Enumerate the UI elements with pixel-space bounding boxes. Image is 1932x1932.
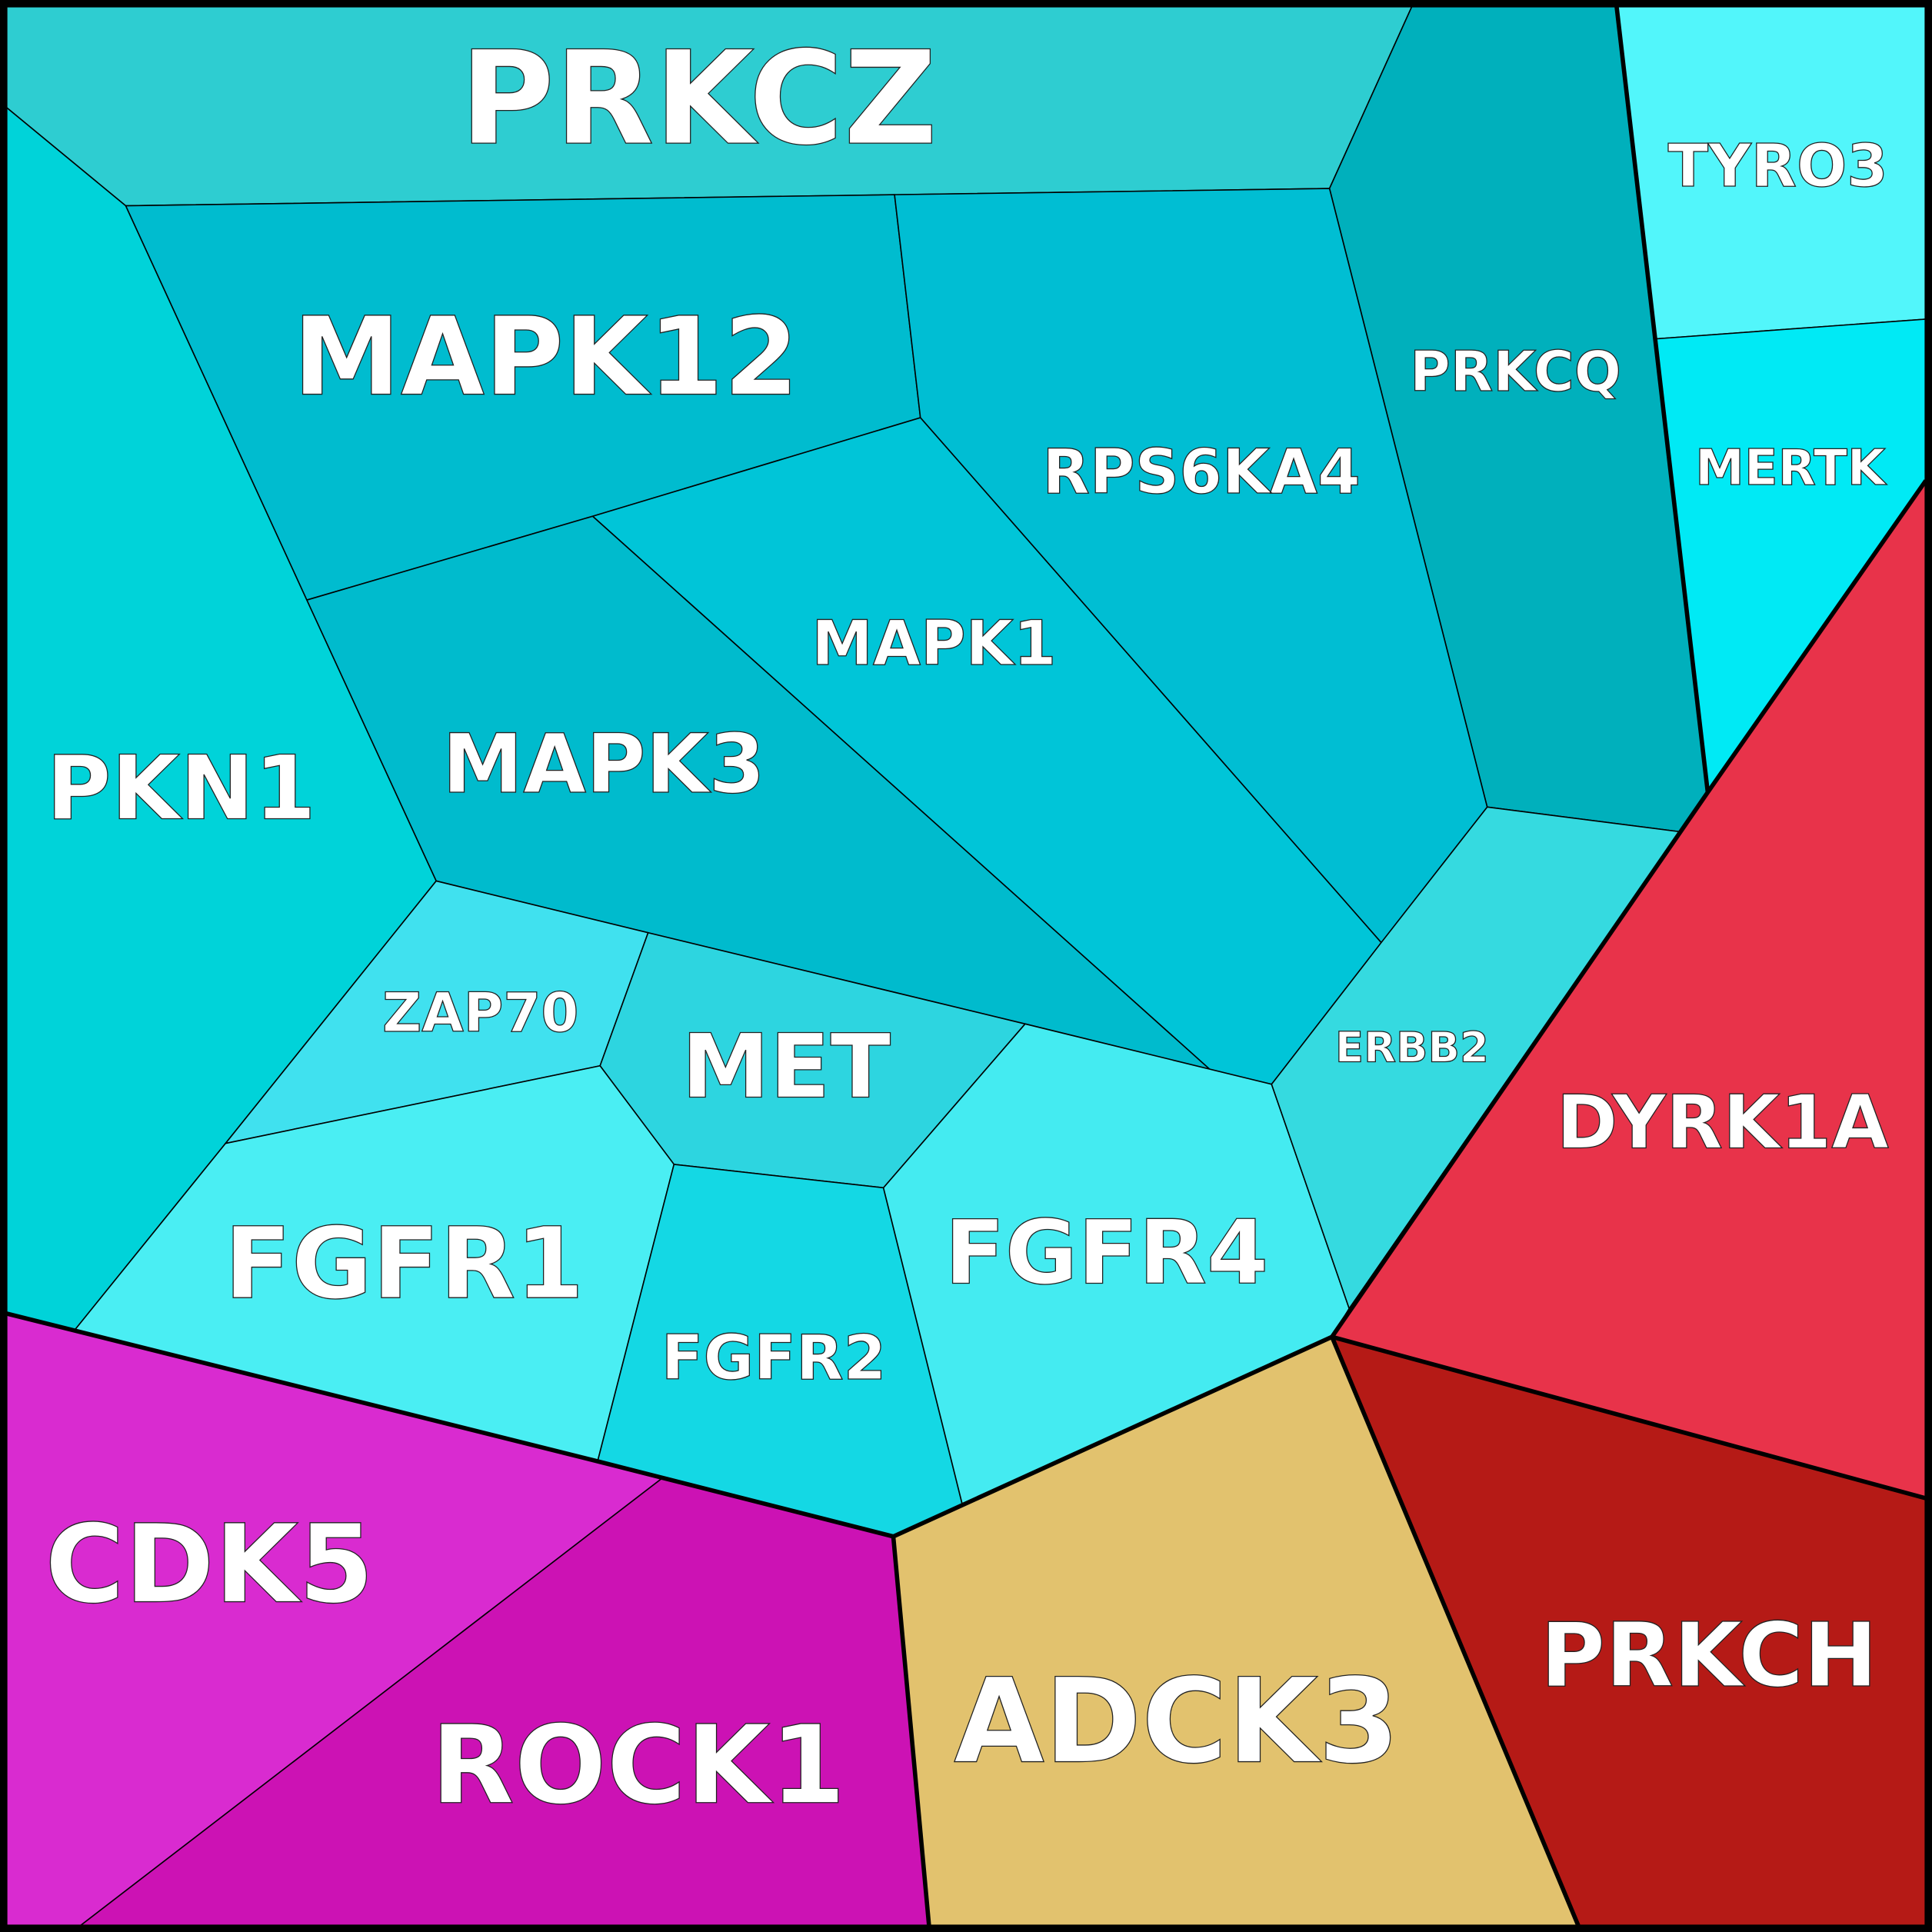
cells [5, 5, 1927, 1927]
cell-label: PKN1 [46, 737, 316, 840]
cell-label: PRKCH [1541, 1604, 1878, 1707]
cell-label: FGFR4 [944, 1201, 1268, 1304]
cell-label: PRKCZ [460, 23, 938, 174]
cell-label: MERTK [1695, 440, 1887, 497]
border [5, 479, 1928, 1539]
border [1614, 5, 1710, 793]
cell-label: PRKCQ [1410, 340, 1621, 405]
cell-label: TYRO3 [1668, 132, 1888, 201]
labels: PRKCZ PRKCQ TYRO3 MERTK MAPK12 RPS6KA4 M… [45, 23, 1890, 1830]
cell [1271, 806, 1681, 1311]
cell-label: DYRK1A [1557, 1079, 1889, 1165]
border [1330, 1336, 1581, 1927]
cell-label: FGFR2 [661, 1322, 887, 1394]
cell-label: ERBB2 [1335, 1023, 1489, 1072]
cell-label: MAPK3 [442, 717, 765, 811]
border [1331, 1334, 1927, 1501]
cell-label: MAPK12 [293, 295, 799, 421]
cell-label: ROCK1 [431, 1703, 845, 1829]
cell-label: FGFR1 [224, 1207, 584, 1321]
cell-label: MET [681, 1015, 891, 1118]
border [891, 1536, 931, 1927]
cell-label: CDK5 [45, 1502, 374, 1628]
cell-label: RPS6KA4 [1042, 436, 1361, 508]
cell-label: ZAP70 [382, 981, 578, 1044]
cell-label: MAPK1 [811, 608, 1056, 679]
cell-label: ADCK3 [954, 1654, 1400, 1790]
